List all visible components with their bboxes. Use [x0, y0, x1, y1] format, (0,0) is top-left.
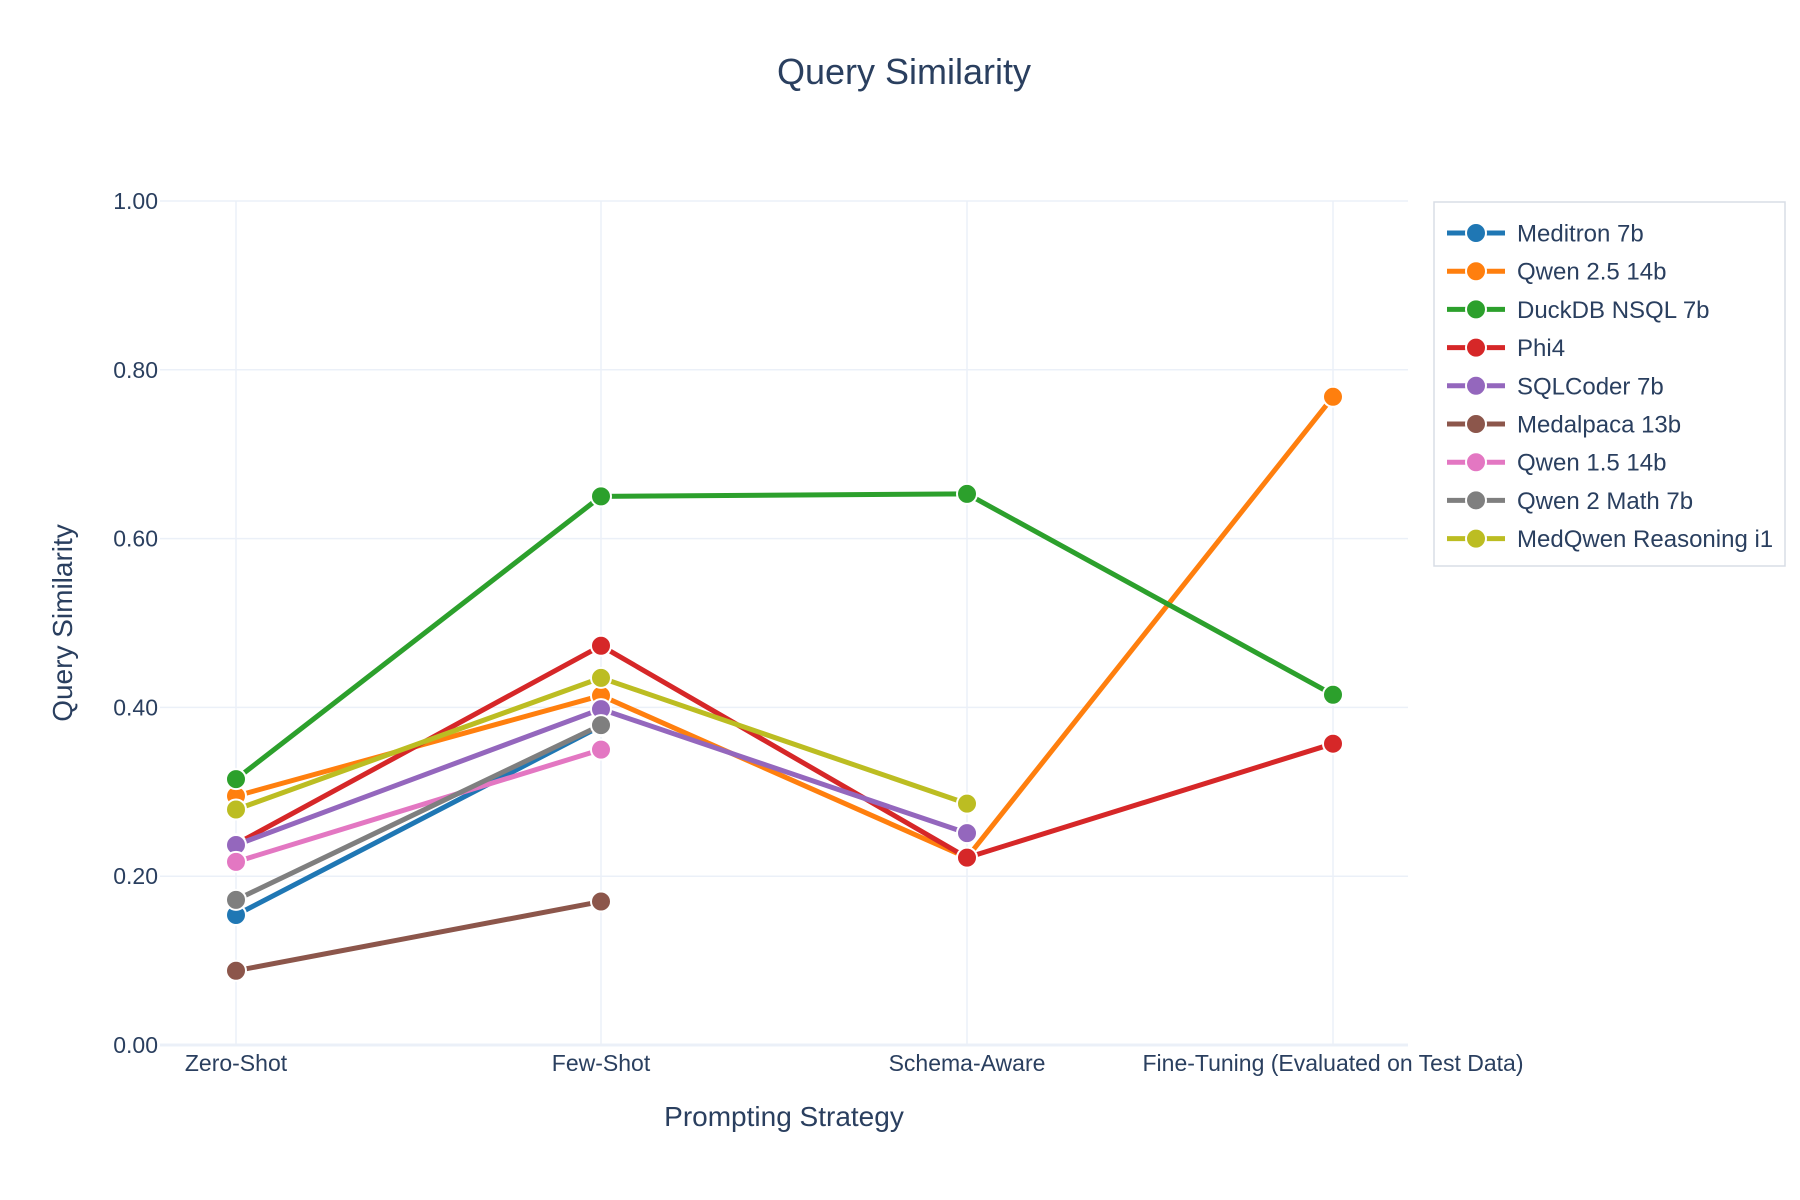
series-line: [233, 747, 604, 865]
legend-marker-swatch: [1465, 489, 1487, 512]
series-line: [233, 722, 604, 903]
data-point[interactable]: [1322, 683, 1344, 706]
legend-item[interactable]: SQLCoder 7b: [1447, 373, 1664, 400]
series-line: [233, 491, 1336, 782]
x-tick-label: Fine-Tuning (Evaluated on Test Data): [1143, 1050, 1524, 1076]
legend-label: Qwen 1.5 14b: [1517, 450, 1666, 477]
legend-item[interactable]: DuckDB NSQL 7b: [1447, 297, 1710, 324]
data-point[interactable]: [225, 888, 247, 911]
series-line: [233, 723, 604, 918]
legend-label: Qwen 2 Math 7b: [1517, 488, 1693, 515]
legend-marker-swatch: [1465, 336, 1487, 359]
legend-label: Qwen 2.5 14b: [1517, 259, 1666, 286]
legend-label: DuckDB NSQL 7b: [1517, 297, 1710, 324]
y-tick-label: 0.00: [113, 1032, 158, 1058]
data-point[interactable]: [590, 890, 612, 913]
data-point[interactable]: [590, 738, 612, 761]
y-tick-label: 1.00: [113, 188, 158, 214]
grid: [160, 200, 1408, 1045]
x-tick-label: Schema-Aware: [889, 1050, 1046, 1076]
data-point[interactable]: [1322, 385, 1344, 408]
legend-item[interactable]: Meditron 7b: [1447, 221, 1644, 248]
series-group: [225, 714, 612, 911]
data-point[interactable]: [225, 850, 247, 873]
data-point[interactable]: [225, 959, 247, 982]
legend-marker-swatch: [1465, 260, 1487, 283]
series: [225, 385, 1344, 982]
series-group: [225, 385, 1344, 869]
data-point[interactable]: [225, 798, 247, 821]
series-line: [233, 394, 1336, 861]
data-point[interactable]: [956, 822, 978, 845]
legend-item[interactable]: Medalpaca 13b: [1447, 412, 1681, 439]
series-group: [225, 698, 978, 856]
legend-marker-swatch: [1465, 374, 1487, 397]
data-point[interactable]: [956, 792, 978, 815]
data-point[interactable]: [590, 485, 612, 508]
x-tick-label: Few-Shot: [552, 1050, 651, 1076]
data-point[interactable]: [590, 666, 612, 689]
y-tick-label: 0.20: [113, 863, 158, 889]
legend-marker-swatch: [1465, 527, 1487, 550]
x-tick-label: Zero-Shot: [185, 1050, 288, 1076]
legend-label: Medalpaca 13b: [1517, 412, 1681, 439]
series-group: [225, 666, 978, 821]
legend-marker-swatch: [1465, 413, 1487, 435]
data-point[interactable]: [225, 768, 247, 791]
axes: 0.00 0.20 0.40 0.60 0.80 1.00 Zero-Shot Few-Sho…: [113, 188, 1523, 1076]
y-axis-title: Query Similarity: [47, 524, 78, 722]
legend-label: Phi4: [1517, 335, 1565, 362]
legend[interactable]: Meditron 7b Qwen 2.5 14b DuckDB NSQL 7b Phi…: [1433, 201, 1786, 567]
data-point[interactable]: [1322, 732, 1344, 755]
series-group: [225, 482, 1344, 791]
y-tick-label: 0.80: [113, 357, 158, 383]
series-line: [233, 899, 604, 974]
data-point[interactable]: [590, 714, 612, 737]
legend-item[interactable]: Qwen 2 Math 7b: [1447, 488, 1693, 515]
legend-label: MedQwen Reasoning i1: [1517, 526, 1773, 553]
series-group: [225, 738, 612, 873]
data-point[interactable]: [956, 482, 978, 505]
legend-item[interactable]: Qwen 1.5 14b: [1447, 450, 1666, 477]
legend-label: SQLCoder 7b: [1517, 373, 1664, 400]
chart-title: Query Similarity: [777, 51, 1031, 92]
y-tick-label: 0.60: [113, 526, 158, 552]
legend-item[interactable]: Qwen 2.5 14b: [1447, 259, 1666, 286]
series-group: [225, 890, 612, 982]
legend-marker-swatch: [1465, 222, 1487, 244]
x-axis-title: Prompting Strategy: [664, 1101, 904, 1132]
data-point[interactable]: [590, 634, 612, 657]
legend-item[interactable]: MedQwen Reasoning i1: [1447, 526, 1773, 553]
legend-item[interactable]: Phi4: [1447, 335, 1565, 362]
legend-label: Meditron 7b: [1517, 221, 1644, 248]
legend-marker-swatch: [1465, 298, 1487, 321]
data-point[interactable]: [956, 846, 978, 869]
y-tick-label: 0.40: [113, 694, 158, 720]
legend-marker-swatch: [1465, 451, 1487, 474]
